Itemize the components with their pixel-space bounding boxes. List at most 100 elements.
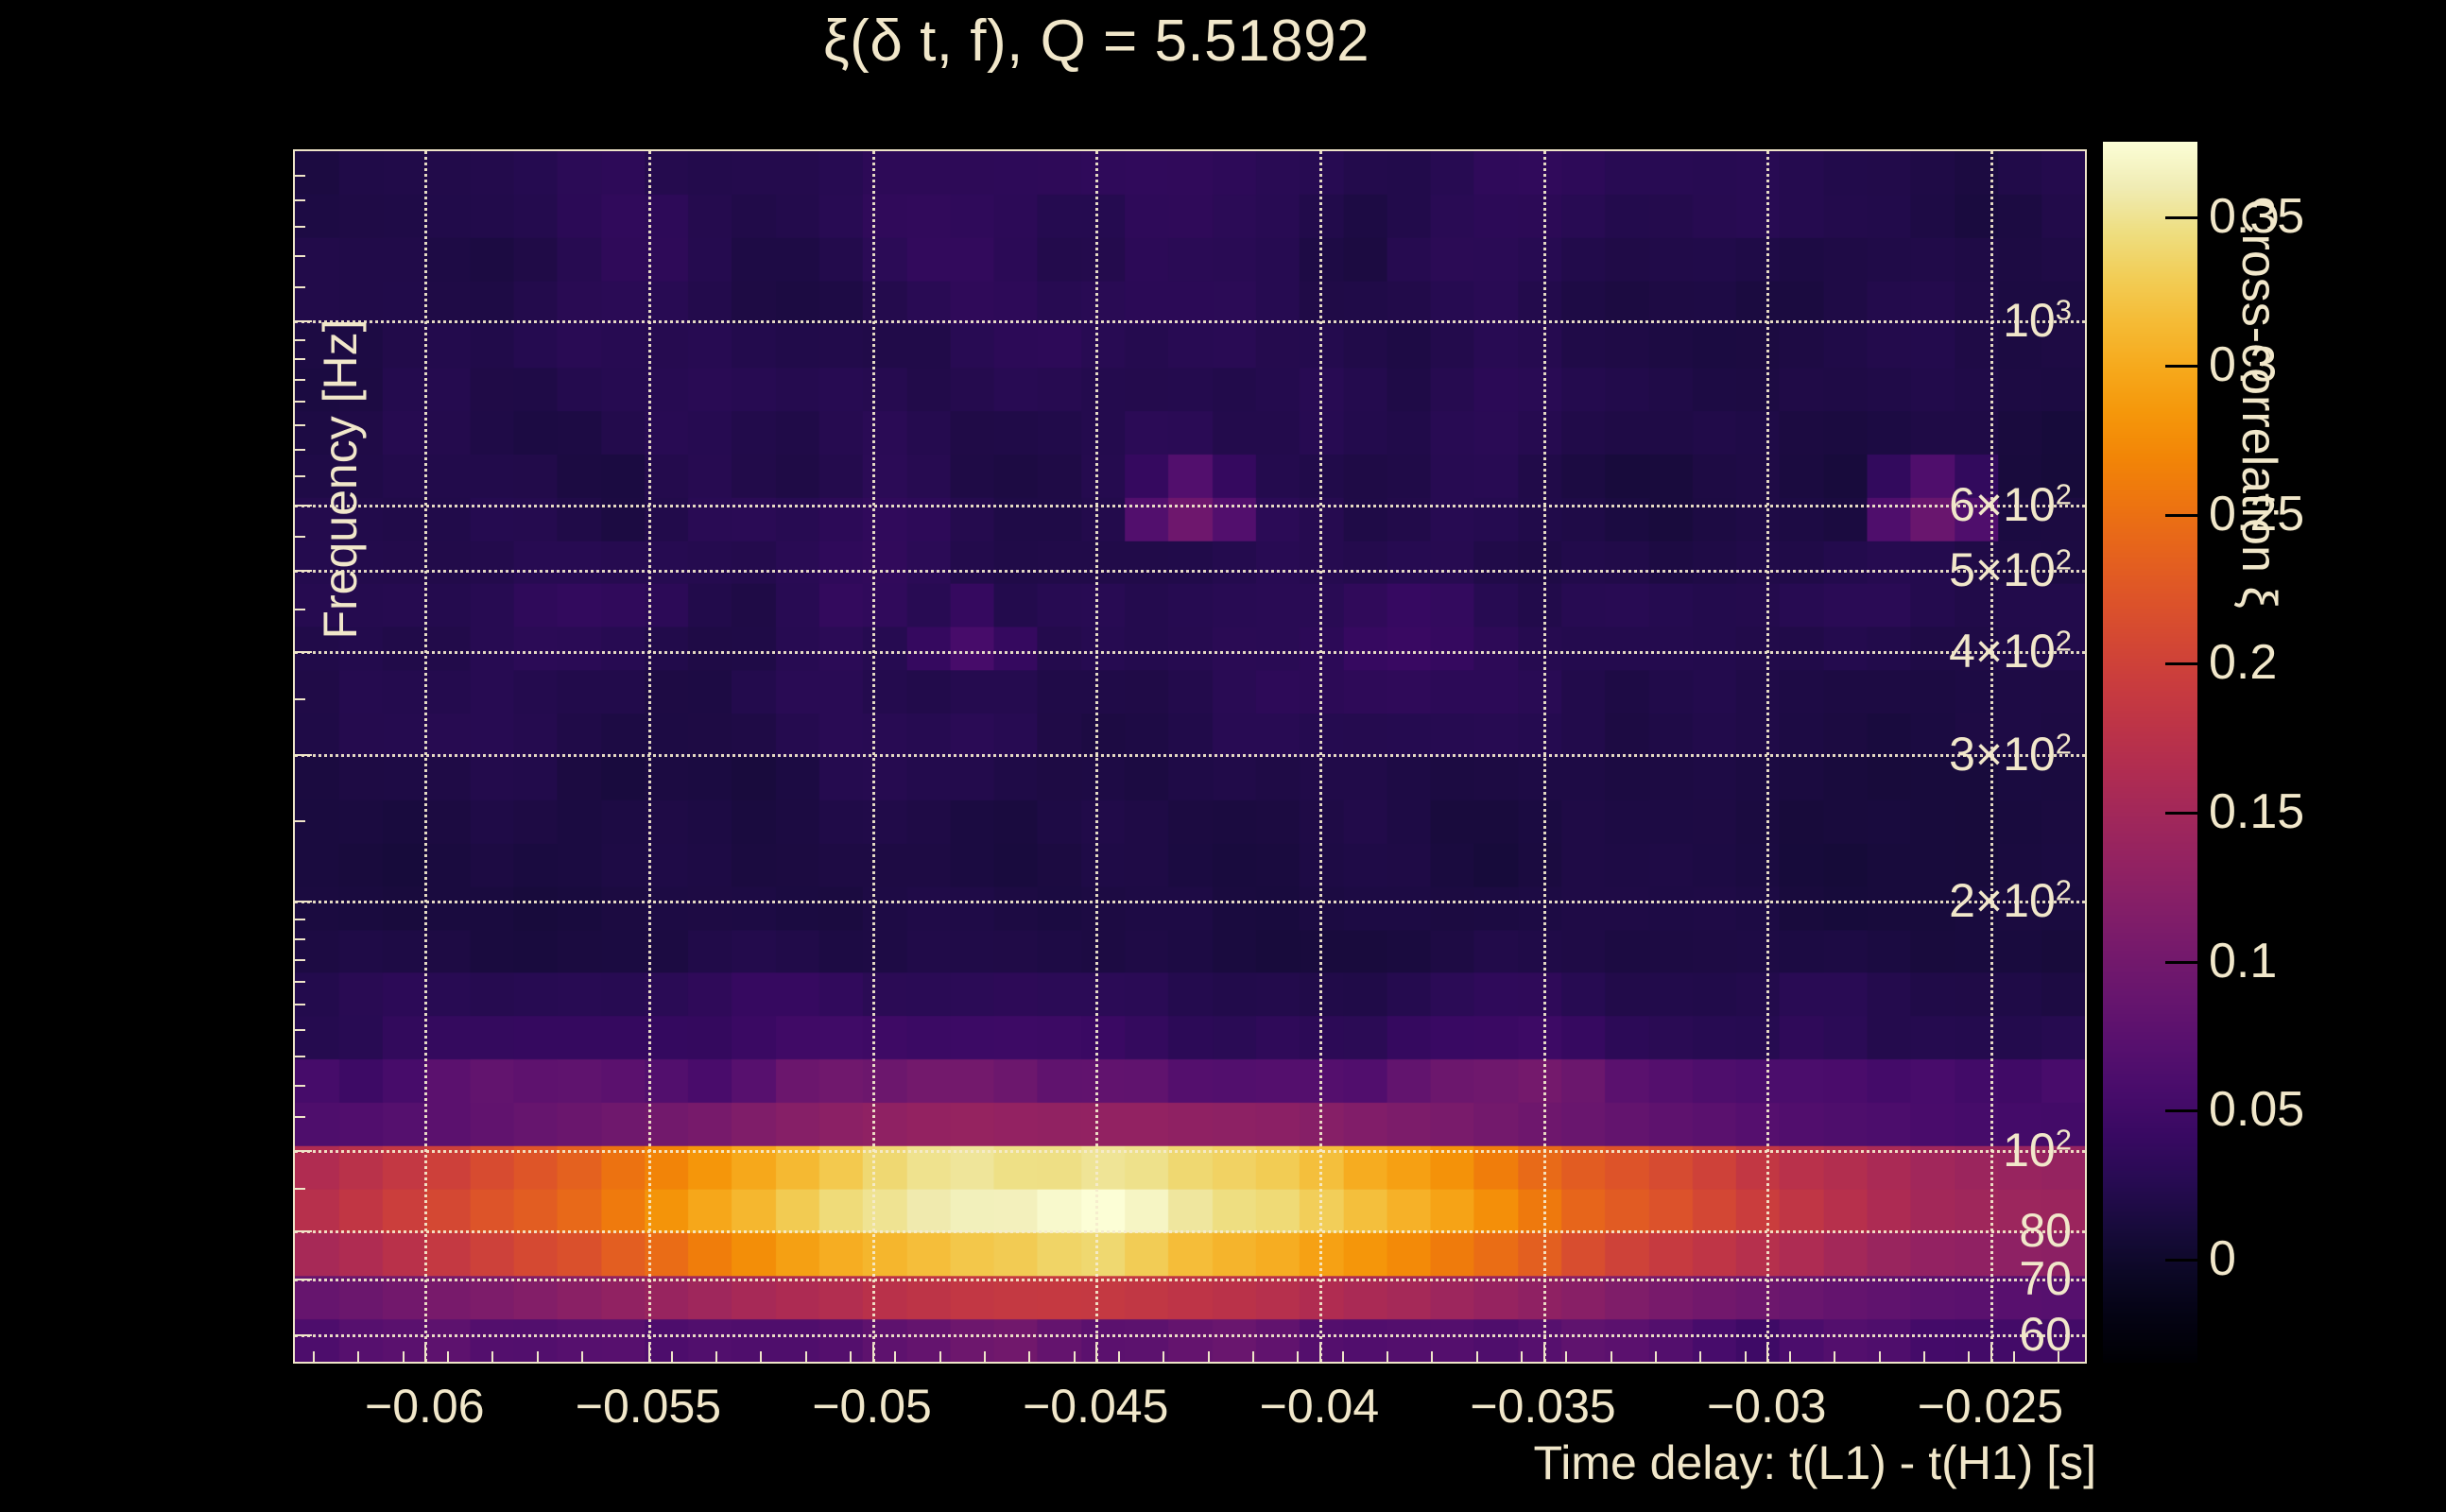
x-axis-minor-tick bbox=[1117, 1351, 1120, 1362]
x-axis-minor-tick bbox=[1610, 1351, 1612, 1362]
x-axis-minor-tick bbox=[849, 1351, 852, 1362]
x-axis-minor-tick bbox=[2057, 1351, 2059, 1362]
colorbar-tick-label: 0.1 bbox=[2209, 933, 2278, 988]
y-axis-tick-mark bbox=[295, 650, 312, 653]
y-axis-tick-label: 4×102 bbox=[1949, 623, 2072, 678]
x-axis-minor-tick bbox=[1922, 1351, 1925, 1362]
x-axis-minor-tick bbox=[1386, 1351, 1388, 1362]
y-axis-tick-mark bbox=[295, 1230, 312, 1233]
y-axis-tick-mark bbox=[295, 900, 312, 902]
y-axis-tick-mark bbox=[295, 504, 312, 507]
colorbar[interactable]: 0.35 0.3 0.25 0.2 0.15 0.1 0.05 0 bbox=[2103, 142, 2304, 1363]
y-axis-minor-tick bbox=[295, 937, 305, 940]
heatmap-plot-area[interactable]: 103 6×102 5×102 4×102 3×102 2×102 102 80 70 60 −0… bbox=[293, 149, 2096, 1489]
x-axis-minor-tick bbox=[2012, 1351, 2015, 1362]
x-axis-tick-label: −0.045 bbox=[1023, 1380, 1169, 1433]
y-axis-minor-tick bbox=[295, 449, 305, 452]
colorbar-tick-mark bbox=[2165, 215, 2197, 219]
x-axis-minor-tick bbox=[1028, 1351, 1031, 1362]
y-axis-tick-label: 70 bbox=[2019, 1252, 2072, 1306]
y-axis-minor-tick bbox=[295, 174, 305, 177]
colorbar-tick-mark bbox=[2165, 365, 2197, 369]
figure-title: ξ(δ t, f), Q = 5.51892 bbox=[822, 9, 1370, 74]
x-axis-tick-label: −0.05 bbox=[812, 1380, 932, 1433]
x-axis-tick-mark bbox=[1095, 1345, 1098, 1362]
x-axis-minor-tick bbox=[1968, 1351, 1971, 1362]
y-axis-tick-mark bbox=[295, 1279, 312, 1281]
x-axis-minor-tick bbox=[1341, 1351, 1344, 1362]
x-axis-tick-mark bbox=[1990, 1345, 1992, 1362]
y-axis-minor-tick bbox=[295, 980, 305, 983]
x-axis-minor-tick bbox=[894, 1351, 897, 1362]
x-axis-tick-mark bbox=[424, 1345, 427, 1362]
x-axis-title: Time delay: t(L1) - t(H1) [s] bbox=[1533, 1436, 2096, 1489]
y-axis-minor-tick bbox=[295, 1188, 305, 1191]
x-axis-minor-tick bbox=[491, 1351, 494, 1362]
x-axis-tick-mark bbox=[1766, 1345, 1769, 1362]
y-axis-tick-mark bbox=[295, 1150, 312, 1153]
x-axis-minor-tick bbox=[804, 1351, 807, 1362]
y-axis-tick-label: 3×102 bbox=[1949, 727, 2072, 782]
y-axis-tick-mark bbox=[295, 570, 312, 573]
y-axis-minor-tick bbox=[295, 1084, 305, 1087]
x-axis-minor-tick bbox=[580, 1351, 583, 1362]
colorbar-tick-mark bbox=[2165, 1258, 2197, 1262]
y-axis-minor-tick bbox=[295, 1115, 305, 1118]
x-axis-minor-tick bbox=[1788, 1351, 1791, 1362]
colorbar-tick-mark bbox=[2165, 812, 2197, 816]
colorbar-tick-label: 0.3 bbox=[2209, 337, 2278, 393]
x-axis-minor-tick bbox=[1744, 1351, 1747, 1362]
colorbar-tick-mark bbox=[2165, 513, 2197, 517]
x-axis-tick-label: −0.025 bbox=[1917, 1380, 2064, 1433]
colorbar-tick-label: 0 bbox=[2209, 1230, 2236, 1286]
x-axis-tick-mark bbox=[871, 1345, 874, 1362]
x-axis-minor-tick bbox=[983, 1351, 986, 1362]
y-axis-tick-label: 5×102 bbox=[1949, 542, 2072, 597]
y-axis-minor-tick bbox=[295, 1004, 305, 1006]
x-axis-tick-label: −0.035 bbox=[1470, 1380, 1616, 1433]
y-axis-tick-label: 103 bbox=[2003, 293, 2072, 348]
x-axis-tick-label: −0.055 bbox=[575, 1380, 722, 1433]
y-axis-minor-tick bbox=[295, 423, 305, 426]
y-axis-minor-tick bbox=[295, 698, 305, 701]
colorbar-title: Cross-correlation ξ bbox=[2231, 198, 2286, 609]
x-axis-tick-mark bbox=[1542, 1345, 1545, 1362]
colorbar-tick-label: 0.25 bbox=[2209, 486, 2305, 541]
y-axis-minor-tick bbox=[295, 1056, 305, 1058]
x-axis-minor-tick bbox=[357, 1351, 360, 1362]
colorbar-tick-mark bbox=[2165, 1109, 2197, 1113]
x-axis-minor-tick bbox=[1520, 1351, 1523, 1362]
colorbar-tick-mark bbox=[2165, 960, 2197, 964]
y-axis-tick-mark bbox=[295, 1333, 312, 1336]
y-axis-minor-tick bbox=[295, 475, 305, 478]
colorbar-tick-mark bbox=[2165, 662, 2197, 666]
x-axis-tick-mark bbox=[647, 1345, 650, 1362]
x-axis-tick-mark bbox=[1318, 1345, 1321, 1362]
x-axis-minor-tick bbox=[1834, 1351, 1836, 1362]
y-axis-tick-mark bbox=[295, 754, 312, 757]
y-axis-minor-tick bbox=[295, 608, 305, 610]
x-axis-minor-tick bbox=[402, 1351, 405, 1362]
colorbar-ticks: 0.35 0.3 0.25 0.2 0.15 0.1 0.05 0 bbox=[2103, 142, 2304, 1363]
y-axis-tick-label: 60 bbox=[2019, 1307, 2072, 1361]
x-axis-minor-tick bbox=[1654, 1351, 1657, 1362]
x-axis-minor-tick bbox=[715, 1351, 717, 1362]
y-axis-minor-tick bbox=[295, 919, 305, 921]
colorbar-gradient bbox=[2103, 142, 2197, 1363]
y-axis-minor-tick bbox=[295, 958, 305, 961]
x-axis-tick-label: −0.04 bbox=[1259, 1380, 1380, 1433]
y-axis-minor-tick bbox=[295, 379, 305, 382]
y-axis-minor-tick bbox=[295, 358, 305, 361]
x-axis-minor-tick bbox=[1163, 1351, 1165, 1362]
colorbar-tick-label: 0.2 bbox=[2209, 635, 2278, 691]
y-axis-minor-tick bbox=[295, 819, 305, 822]
colorbar-tick-label: 0.15 bbox=[2209, 784, 2305, 840]
y-axis-tick-label: 102 bbox=[2003, 1123, 2072, 1177]
y-axis-minor-tick bbox=[295, 254, 305, 257]
x-axis-minor-tick bbox=[1207, 1351, 1210, 1362]
x-axis-minor-tick bbox=[1073, 1351, 1076, 1362]
x-axis-minor-tick bbox=[446, 1351, 449, 1362]
x-axis-minor-tick bbox=[1878, 1351, 1881, 1362]
x-axis-minor-tick bbox=[536, 1351, 539, 1362]
y-axis-minor-tick bbox=[295, 198, 305, 201]
